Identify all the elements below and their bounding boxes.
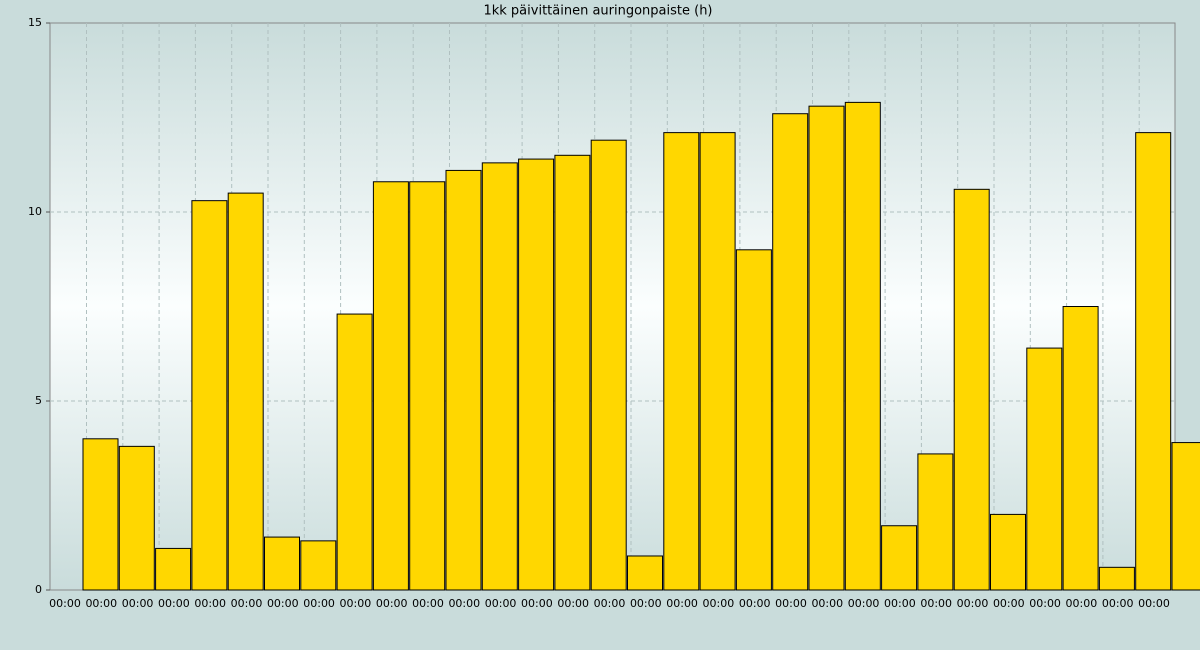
bar xyxy=(990,513,1026,591)
x-tick-label: 00:00 xyxy=(485,597,517,610)
x-tick-label: 00:00 xyxy=(85,597,117,610)
bar xyxy=(590,139,627,591)
bar xyxy=(772,113,809,591)
x-tick-label: 00:00 xyxy=(775,597,807,610)
x-tick-label: 00:00 xyxy=(340,597,372,610)
bar xyxy=(518,158,555,591)
bar xyxy=(1171,442,1200,591)
bar xyxy=(445,169,482,591)
chart-title: 1kk päivittäinen auringonpaiste (h) xyxy=(483,4,712,19)
bar xyxy=(227,192,264,591)
bar xyxy=(82,438,119,591)
x-tick-label: 00:00 xyxy=(594,597,626,610)
bar xyxy=(409,181,446,591)
x-tick-label: 00:00 xyxy=(303,597,335,610)
x-tick-label: 00:00 xyxy=(49,597,81,610)
x-tick-label: 00:00 xyxy=(920,597,952,610)
bar xyxy=(627,555,663,591)
x-tick-label: 00:00 xyxy=(1066,597,1098,610)
bar xyxy=(844,101,881,591)
bar xyxy=(118,445,155,591)
bar xyxy=(300,540,337,591)
bar xyxy=(155,547,192,591)
x-tick-label: 00:00 xyxy=(666,597,698,610)
bar xyxy=(881,525,918,591)
x-tick-label: 00:00 xyxy=(194,597,226,610)
plot-layer: 0 5 10 15 00:00 00:00 00:00 00:00 00:00 00:00 00:0… xyxy=(28,16,1200,610)
x-tick-label: 00:00 xyxy=(957,597,989,610)
bar xyxy=(1062,306,1099,591)
x-tick-label: 00:00 xyxy=(1102,597,1134,610)
bar xyxy=(808,105,845,591)
x-tick-label: 00:00 xyxy=(557,597,589,610)
bar xyxy=(917,453,954,591)
y-tick-label: 5 xyxy=(35,394,42,407)
bar xyxy=(1026,347,1063,591)
bar xyxy=(1098,566,1135,591)
bar xyxy=(191,200,228,591)
bar xyxy=(336,313,373,591)
x-tick-label: 00:00 xyxy=(1029,597,1061,610)
bar xyxy=(953,188,990,591)
bar xyxy=(481,162,518,591)
bar xyxy=(264,536,300,591)
x-tick-label: 00:00 xyxy=(739,597,771,610)
x-tick-label: 00:00 xyxy=(811,597,843,610)
x-tick-label: 00:00 xyxy=(376,597,408,610)
x-tick-label: 00:00 xyxy=(848,597,880,610)
bar xyxy=(735,249,772,591)
bar xyxy=(663,132,700,591)
x-tick-label: 00:00 xyxy=(448,597,480,610)
bar xyxy=(372,181,409,591)
bar xyxy=(699,132,736,591)
x-tick-label: 00:00 xyxy=(1138,597,1170,610)
x-tick-label: 00:00 xyxy=(267,597,299,610)
x-tick-label: 00:00 xyxy=(231,597,263,610)
x-tick-label: 00:00 xyxy=(884,597,916,610)
x-tick-label: 00:00 xyxy=(630,597,662,610)
y-tick-label: 0 xyxy=(35,583,42,596)
x-tick-label: 00:00 xyxy=(412,597,444,610)
bar xyxy=(554,154,591,591)
x-tick-label: 00:00 xyxy=(993,597,1025,610)
x-tick-label: 00:00 xyxy=(703,597,735,610)
x-tick-label: 00:00 xyxy=(122,597,154,610)
x-tick-label: 00:00 xyxy=(158,597,190,610)
y-tick-label: 15 xyxy=(28,16,42,29)
y-tick-label: 10 xyxy=(28,205,42,218)
x-tick-label: 00:00 xyxy=(521,597,553,610)
bar xyxy=(1135,132,1172,591)
